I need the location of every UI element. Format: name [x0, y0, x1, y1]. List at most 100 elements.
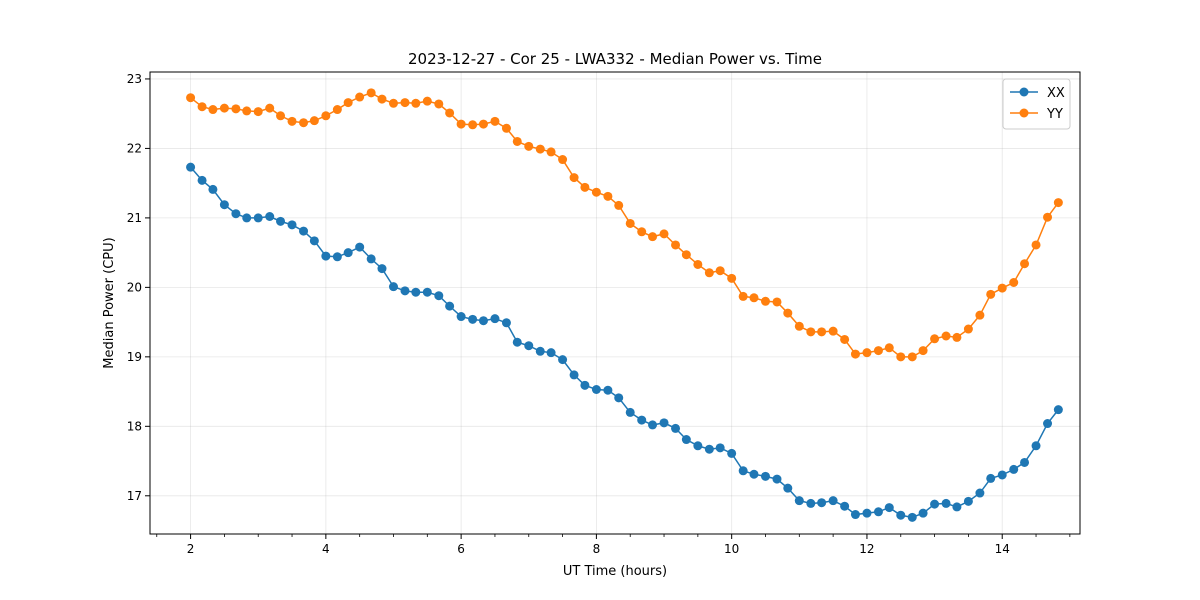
- legend-yy-marker: [1019, 108, 1029, 118]
- series-yy-point: [355, 92, 365, 102]
- series-yy-point: [952, 332, 962, 342]
- series-xx-point: [963, 496, 973, 506]
- series-xx-point: [997, 470, 1007, 480]
- series-xx-point: [896, 510, 906, 520]
- series-xx-point: [197, 175, 207, 185]
- series-yy-point: [896, 352, 906, 362]
- series-xx-point: [524, 341, 534, 351]
- series-xx-point: [941, 498, 951, 508]
- series-xx-point: [1053, 405, 1063, 415]
- series-yy-point: [738, 291, 748, 301]
- series-yy-point: [794, 321, 804, 331]
- series-xx-point: [637, 415, 647, 425]
- x-tick-label: 6: [457, 542, 465, 556]
- series-xx-point: [850, 510, 860, 520]
- series-yy-point: [1043, 212, 1053, 222]
- series-yy-point: [231, 104, 241, 114]
- x-tick-label: 12: [859, 542, 874, 556]
- series-xx-point: [208, 184, 218, 194]
- series-xx-point: [862, 508, 872, 518]
- series-yy-point: [614, 200, 624, 210]
- series-yy-point: [986, 289, 996, 299]
- series-xx-point: [817, 498, 827, 508]
- series-xx-point: [287, 220, 297, 230]
- series-yy-point: [434, 99, 444, 109]
- series-xx-point: [219, 200, 229, 210]
- series-xx-point: [625, 407, 635, 417]
- series-xx-point: [265, 212, 275, 222]
- x-tick-label: 4: [322, 542, 330, 556]
- series-yy-point: [671, 240, 681, 250]
- series-yy-point: [524, 141, 534, 151]
- series-yy-point: [490, 116, 500, 126]
- series-xx-point: [242, 213, 252, 223]
- series-yy-point: [411, 98, 421, 108]
- y-tick-label: 17: [127, 489, 142, 503]
- series-yy-point: [693, 259, 703, 269]
- series-yy-point: [208, 105, 218, 115]
- series-xx-point: [986, 473, 996, 483]
- series-yy-point: [603, 191, 613, 201]
- series-yy-point: [299, 118, 309, 128]
- series-xx-point: [1043, 419, 1053, 429]
- series-yy-point: [197, 102, 207, 112]
- series-xx-point: [738, 466, 748, 476]
- series-xx-point: [253, 213, 263, 223]
- series-xx-point: [569, 370, 579, 380]
- series-xx-point: [603, 385, 613, 395]
- series-xx-point: [299, 226, 309, 236]
- series-yy-point: [535, 144, 545, 154]
- series-yy-point: [501, 123, 511, 133]
- series-yy-point: [1053, 198, 1063, 208]
- series-yy-point: [219, 103, 229, 113]
- series-yy-point: [625, 218, 635, 228]
- series-yy-point: [422, 96, 432, 106]
- series-yy-point: [930, 334, 940, 344]
- axes: 2 4 6 8 10 12 14 17 18 19 20 21 22 23: [127, 72, 1071, 556]
- series-xx-point: [276, 216, 286, 226]
- series-xx-point: [727, 448, 737, 458]
- series-xx-point: [321, 251, 331, 261]
- x-tick-label: 14: [995, 542, 1010, 556]
- y-axis-label: Median Power (CPU): [102, 237, 117, 368]
- series-yy-point: [850, 349, 860, 359]
- series-yy-point: [265, 103, 275, 113]
- series-yy-point: [918, 346, 928, 356]
- y-tick-label: 21: [127, 211, 142, 225]
- series-xx-point: [355, 242, 365, 252]
- series-yy-point: [637, 227, 647, 237]
- series-xx-point: [490, 314, 500, 324]
- series-xx-point: [456, 312, 466, 322]
- series-xx-point: [648, 420, 658, 430]
- series-xx-point: [591, 384, 601, 394]
- series-xx-point: [512, 337, 522, 347]
- series-xx-point: [975, 488, 985, 498]
- series-yy-point: [975, 310, 985, 320]
- series-yy-point: [783, 308, 793, 318]
- series-yy-point: [704, 268, 714, 278]
- series-xx-point: [930, 499, 940, 509]
- series-yy-point: [715, 266, 725, 276]
- series-yy-point: [681, 250, 691, 260]
- series-xx-point: [783, 483, 793, 493]
- series-xx-point: [1031, 441, 1041, 451]
- series-xx-point: [840, 501, 850, 511]
- series-xx-point: [468, 314, 478, 324]
- series-xx-point: [828, 496, 838, 506]
- series-yy-point: [366, 88, 376, 98]
- series-xx-point: [884, 503, 894, 513]
- series-xx-point: [693, 441, 703, 451]
- series-xx-point: [535, 346, 545, 356]
- series-xx-point: [343, 248, 353, 258]
- series-yy-point: [727, 273, 737, 283]
- plot-frame: [149, 71, 1081, 535]
- x-tick-label: 8: [593, 542, 601, 556]
- series-yy-point: [468, 120, 478, 130]
- series-yy-point: [456, 119, 466, 129]
- series-yy-point: [591, 187, 601, 197]
- y-tick-label: 20: [127, 280, 142, 294]
- series-yy-point: [546, 147, 556, 157]
- series-yy-point: [1031, 240, 1041, 250]
- series-yy-point: [569, 173, 579, 183]
